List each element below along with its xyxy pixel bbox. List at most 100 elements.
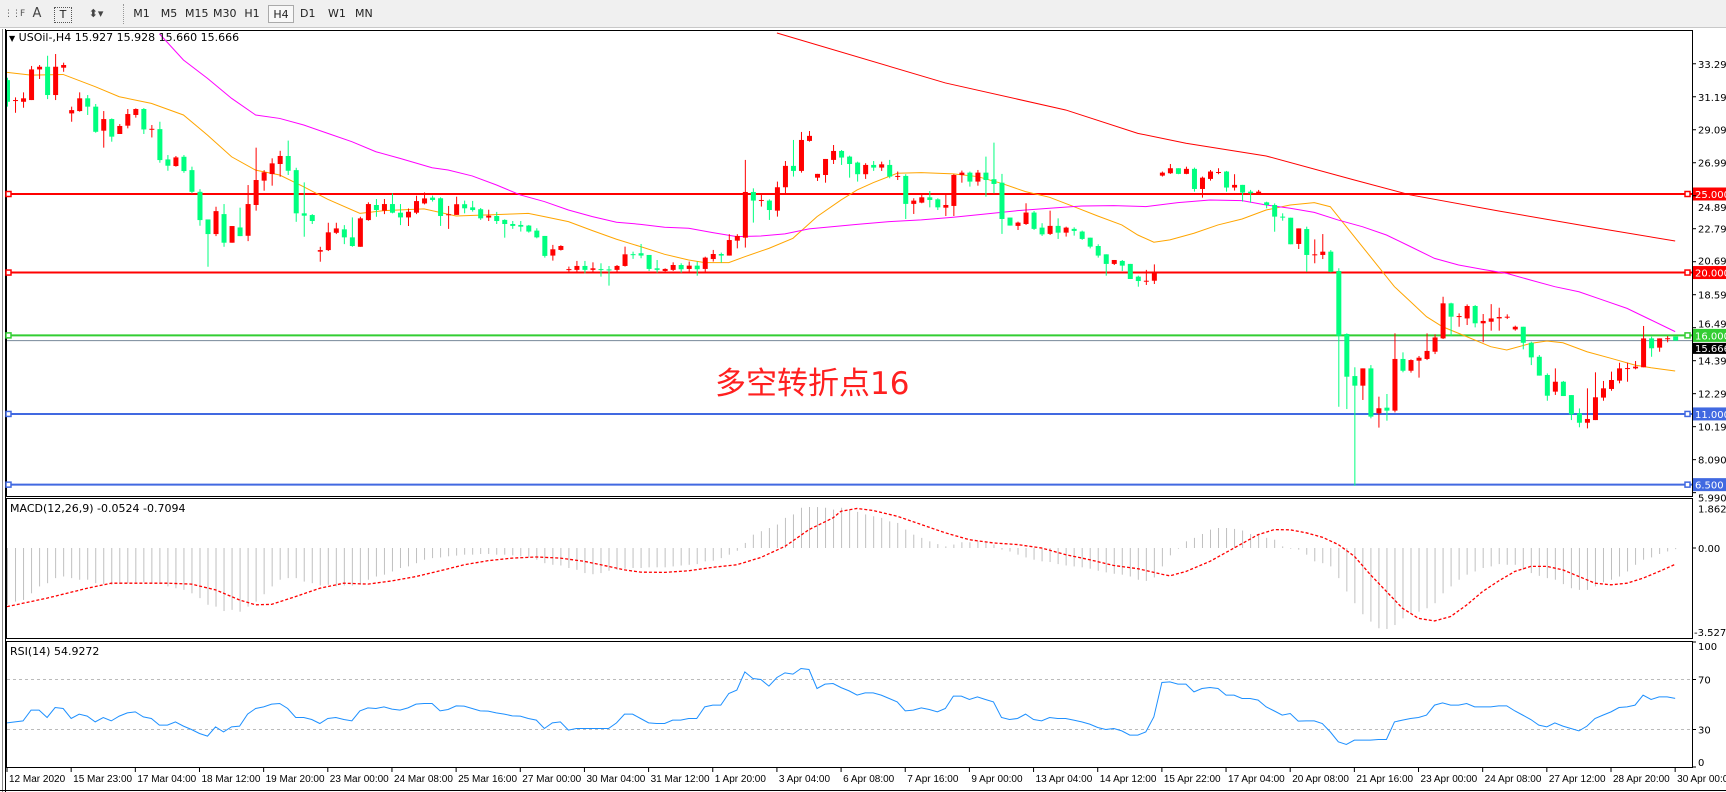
time-axis-label: 21 Apr 16:00 xyxy=(1356,774,1413,785)
candle xyxy=(1424,333,1430,361)
candle-body xyxy=(1657,338,1663,348)
candle-body xyxy=(911,200,917,204)
candle-body xyxy=(1552,381,1558,392)
candle xyxy=(726,234,732,256)
candle-body xyxy=(1015,222,1021,226)
candle-body xyxy=(879,164,885,168)
candle-body xyxy=(1448,303,1454,317)
level-line-handle xyxy=(1684,190,1691,198)
candle-body xyxy=(1416,357,1422,361)
time-axis-label: 19 Mar 20:00 xyxy=(266,774,325,785)
time-axis-label: 24 Mar 08:00 xyxy=(394,774,453,785)
moving-average-slow xyxy=(776,32,1676,242)
candle-body xyxy=(798,139,804,171)
candle xyxy=(7,77,10,107)
candle xyxy=(782,161,788,194)
candle xyxy=(1368,365,1374,419)
candle xyxy=(855,161,861,182)
candle xyxy=(157,121,163,163)
candle xyxy=(943,193,949,216)
candle xyxy=(702,256,708,274)
arrows-icon[interactable]: ⬍▾ xyxy=(88,7,104,20)
candle-body xyxy=(13,100,19,102)
candle xyxy=(245,185,251,242)
rsi-plot xyxy=(7,667,1692,746)
candle xyxy=(863,163,869,179)
candle-body xyxy=(1063,227,1069,233)
time-axis-label: 31 Mar 12:00 xyxy=(651,774,710,785)
pivot-annotation[interactable]: 多空转折点16 xyxy=(715,366,910,402)
candle-body xyxy=(1103,254,1109,264)
candle-body xyxy=(69,110,75,114)
candle-body xyxy=(1071,228,1077,231)
candle xyxy=(694,261,700,276)
candle-body xyxy=(526,225,532,232)
candle xyxy=(357,216,363,247)
timeframe-m15[interactable]: M15 xyxy=(185,7,209,20)
candle xyxy=(438,197,444,226)
candle-body xyxy=(1456,316,1462,318)
level-price-label: 16.000 xyxy=(1695,331,1726,342)
candle-body xyxy=(157,129,163,161)
price-axis-label: 14.390 xyxy=(1698,357,1726,368)
candle-body xyxy=(1392,358,1398,411)
candle-body xyxy=(1633,366,1639,369)
candle xyxy=(823,158,829,183)
candle xyxy=(686,261,692,274)
timeframe-h1[interactable]: H1 xyxy=(244,7,260,20)
candle xyxy=(999,173,1005,234)
candle xyxy=(333,222,339,235)
timeframe-m30[interactable]: M30 xyxy=(213,7,237,20)
timeframe-h4[interactable]: H4 xyxy=(268,5,294,23)
timeframe-d1[interactable]: D1 xyxy=(300,7,316,20)
candle-body xyxy=(967,172,973,182)
candle xyxy=(1224,170,1230,192)
candle xyxy=(277,150,283,177)
candle-body xyxy=(181,156,187,172)
candle-body xyxy=(494,215,500,222)
candle-body xyxy=(1175,168,1181,174)
timeframe-mn[interactable]: MN xyxy=(355,7,373,20)
candle xyxy=(446,205,452,229)
period-separator-icon[interactable]: ⋮⋮F xyxy=(4,9,25,19)
current-price-tag xyxy=(1693,342,1726,354)
candle xyxy=(1432,334,1438,355)
candle-body xyxy=(205,219,211,235)
candle-body xyxy=(229,226,235,243)
candle-body xyxy=(1328,251,1334,272)
candle xyxy=(1560,380,1566,397)
candle xyxy=(831,144,837,164)
candle-body xyxy=(253,180,259,205)
time-axis-label: 17 Apr 04:00 xyxy=(1228,774,1285,785)
candle-body xyxy=(341,229,347,238)
time-axis-label: 12 Mar 2020 xyxy=(9,774,66,785)
candle xyxy=(189,166,195,194)
candle xyxy=(1135,275,1141,287)
candle-body xyxy=(333,228,339,233)
time-axis-label: 27 Mar 00:00 xyxy=(522,774,581,785)
timeframe-m5[interactable]: M5 xyxy=(160,7,178,20)
candle xyxy=(101,111,107,148)
candle xyxy=(125,109,131,129)
time-axis-label: 15 Apr 22:00 xyxy=(1164,774,1221,785)
timeframe-m1[interactable]: M1 xyxy=(133,7,150,20)
collapse-triangle-icon[interactable]: ▼ xyxy=(9,34,16,43)
candle xyxy=(887,159,893,179)
time-axis-label: 18 Mar 12:00 xyxy=(201,774,260,785)
candle-body xyxy=(357,218,363,247)
candle-body xyxy=(365,204,371,221)
candle-body xyxy=(983,172,989,181)
text-label-icon[interactable]: T xyxy=(54,7,72,23)
candle-body xyxy=(1592,397,1598,421)
timeframe-w1[interactable]: W1 xyxy=(328,7,346,20)
candle xyxy=(1576,408,1582,428)
candle-body xyxy=(614,265,620,270)
candle-body xyxy=(1240,184,1246,193)
candle xyxy=(1023,203,1029,225)
candle xyxy=(165,155,171,171)
candle xyxy=(518,221,524,232)
candle-body xyxy=(662,268,668,271)
candle-body xyxy=(277,155,283,164)
text-icon[interactable]: A xyxy=(32,6,42,21)
